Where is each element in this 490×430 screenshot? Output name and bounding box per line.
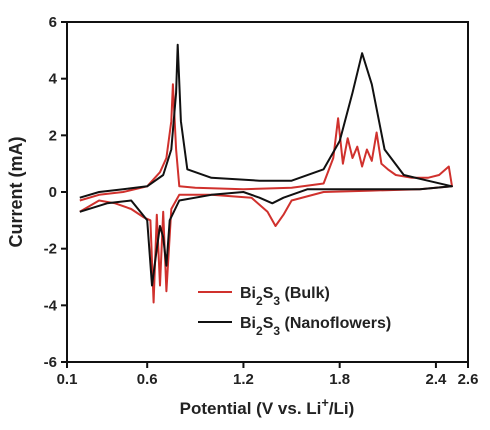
y-tick-label: -6 [44,354,57,371]
x-axis-label: Potential (V vs. Li+/Li) [180,395,355,419]
cv-curve [79,43,453,287]
cv-curve [79,83,453,304]
y-tick-label: -2 [44,241,57,258]
x-tick-label: 1.8 [329,371,350,388]
y-tick-label: 6 [49,14,57,31]
x-tick-label: 1.2 [233,371,254,388]
y-tick-label: 4 [49,71,58,88]
y-tick-label: 0 [49,184,57,201]
y-axis-label: Current (mA) [6,136,26,247]
x-tick-label: 2.6 [458,371,479,388]
x-tick-label: 0.1 [57,371,78,388]
y-tick-label: -4 [44,297,58,314]
x-tick-label: 2.4 [425,371,447,388]
legend-label: Bi2S3 (Nanoflowers) [240,315,391,338]
x-tick-label: 0.6 [137,371,158,388]
y-tick-label: 2 [49,127,57,144]
legend-label: Bi2S3 (Bulk) [240,285,330,308]
